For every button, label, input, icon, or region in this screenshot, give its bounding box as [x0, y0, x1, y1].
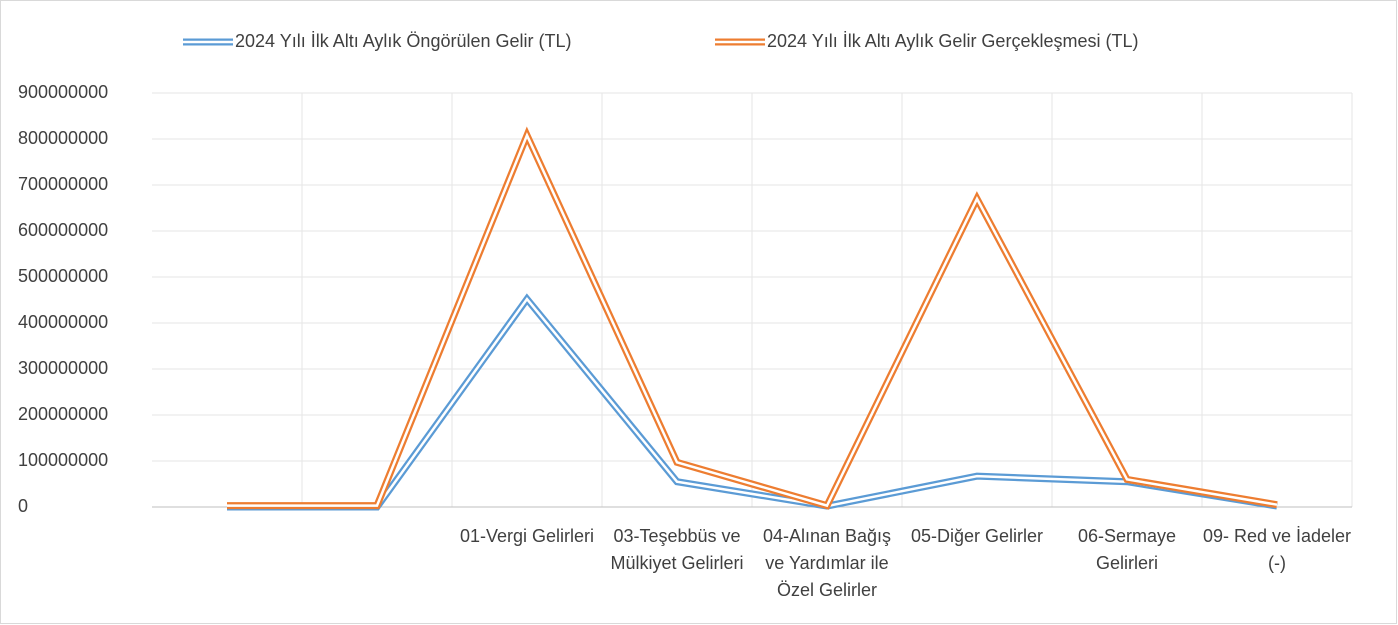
y-tick-label: 700000000 — [18, 174, 108, 194]
y-tick-label: 400000000 — [18, 312, 108, 332]
y-tick-label: 0 — [18, 496, 28, 516]
y-tick-label: 200000000 — [18, 404, 108, 424]
line-inner — [227, 132, 1278, 508]
x-tick-label: 05-Diğer Gelirler — [910, 526, 1044, 546]
x-tick-label: 09- Red ve İadeler (-) — [1202, 526, 1352, 573]
x-tick-label: 06-Sermaye Gelirleri — [1077, 526, 1177, 573]
x-tick-label: 04-Alınan Bağış ve Yardımlar ile Özel Ge… — [762, 526, 892, 600]
y-tick-label: 500000000 — [18, 266, 108, 286]
x-tick-label: 01-Vergi Gelirleri — [459, 526, 595, 546]
y-tick-label: 300000000 — [18, 358, 108, 378]
y-tick-label: 100000000 — [18, 450, 108, 470]
y-tick-label: 600000000 — [18, 220, 108, 240]
y-tick-label: 900000000 — [18, 82, 108, 102]
y-tick-label: 800000000 — [18, 128, 108, 148]
line-inner — [227, 297, 1278, 509]
x-tick-label: 03-Teşebbüs ve Mülkiyet Gelirleri — [610, 526, 744, 573]
legend-label: 2024 Yılı İlk Altı Aylık Öngörülen Gelir… — [235, 31, 572, 51]
legend-label: 2024 Yılı İlk Altı Aylık Gelir Gerçekleş… — [767, 31, 1138, 51]
